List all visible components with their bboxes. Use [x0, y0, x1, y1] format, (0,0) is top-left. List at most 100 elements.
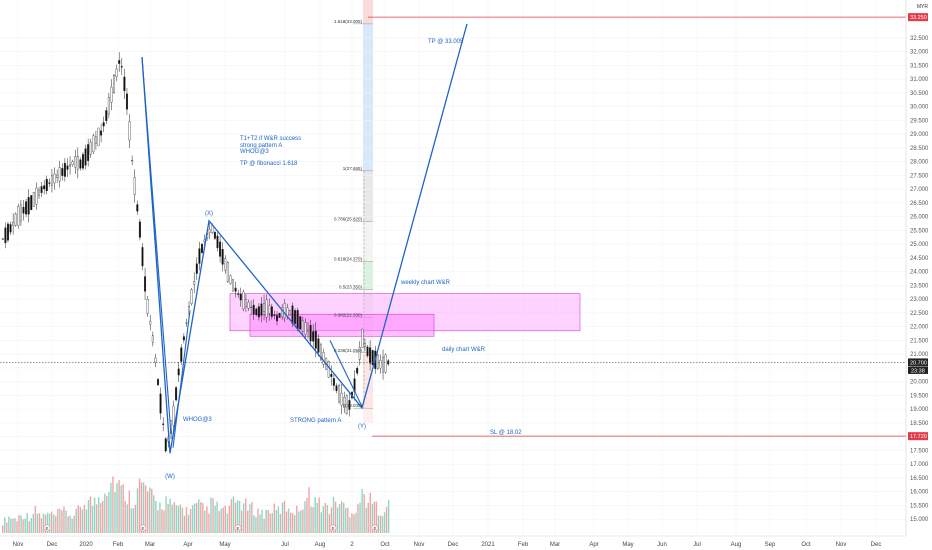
volume-bar	[59, 508, 61, 533]
y-tick-label: 26.000	[910, 215, 929, 221]
candle-body	[247, 302, 250, 309]
volume-bar	[179, 504, 182, 533]
volume-bar	[44, 514, 47, 533]
volume-bar	[185, 507, 188, 533]
candle-body	[255, 308, 258, 315]
volume-bar	[142, 482, 145, 533]
x-tick-label: Sep	[765, 542, 776, 548]
zones-layer	[229, 293, 581, 337]
y-tick-label: 27.000	[910, 187, 929, 193]
volume-bar	[10, 518, 12, 533]
volume-bar	[61, 510, 63, 533]
candle-body	[74, 156, 77, 168]
volume-bar	[175, 505, 177, 533]
volume-bar	[275, 509, 278, 533]
candle-body	[317, 338, 320, 353]
fib-level-label: 0.5(23.350)	[339, 285, 363, 290]
volume-bar	[34, 505, 37, 533]
x-tick-label: Nov	[13, 542, 24, 548]
candle-body	[182, 336, 185, 341]
volume-bar	[273, 503, 275, 533]
volume-bar	[283, 501, 286, 533]
volume-bar	[183, 515, 186, 533]
candle-body	[376, 354, 379, 369]
volume-bar	[359, 502, 361, 533]
note-line: WHOG@3	[240, 149, 269, 155]
volume-bar	[202, 502, 204, 533]
volume-bar	[336, 507, 339, 533]
candle-body	[159, 393, 162, 414]
candle-body	[102, 122, 105, 127]
candle-body	[48, 182, 51, 184]
candle-body	[224, 258, 227, 271]
volume-bar	[302, 509, 304, 533]
volume-bar	[69, 515, 71, 533]
volume-bar	[300, 510, 302, 533]
candle-body	[25, 201, 28, 215]
volume-bar	[2, 525, 4, 533]
volume-bar	[208, 513, 210, 533]
volume-bar	[277, 506, 280, 533]
candle-body	[260, 303, 263, 316]
candle-body	[265, 299, 268, 318]
volume-bar	[269, 513, 271, 533]
volume-bar	[6, 522, 8, 533]
candle-body	[6, 223, 9, 241]
volume-bar	[230, 498, 233, 533]
candle-body	[141, 247, 144, 267]
volume-bar	[351, 513, 353, 533]
volume-bar	[226, 513, 229, 533]
volume-bar	[349, 517, 351, 533]
volume-bar	[259, 514, 261, 533]
candle-body	[66, 165, 69, 170]
candle-body	[136, 204, 139, 212]
volume-bar	[130, 508, 133, 533]
y-tick-label: 32.500	[910, 36, 929, 42]
volume-bar	[245, 498, 247, 533]
candle-body	[304, 322, 307, 335]
countdown-tag	[908, 366, 928, 374]
volume-bar	[32, 513, 35, 533]
volume-bar	[338, 504, 341, 533]
volume-bar	[46, 512, 49, 533]
volume-bar	[189, 508, 192, 533]
candle-body	[35, 187, 38, 205]
candle-body	[358, 347, 361, 360]
volume-bar	[357, 504, 359, 533]
candle-body	[162, 423, 165, 425]
event-marker	[139, 524, 147, 532]
volume-bar	[355, 512, 357, 533]
candle-body	[361, 328, 364, 348]
pattern-leg	[172, 310, 191, 448]
y-tick-label: 16.500	[910, 476, 929, 482]
candle-body	[327, 360, 330, 378]
candle-body	[208, 229, 211, 233]
volume-bar	[216, 501, 218, 533]
y-tick-label: 15.000	[910, 517, 929, 523]
volume-bar	[83, 504, 86, 533]
candle-body	[237, 293, 240, 295]
bottom-price-tag-label: 17.720	[910, 434, 927, 440]
candle-body	[314, 330, 317, 349]
candle-body	[4, 227, 7, 244]
fib-band	[363, 23, 373, 171]
volume-bar	[312, 507, 314, 533]
volume-bar	[316, 502, 318, 533]
w-point-label: (W)	[165, 474, 175, 480]
candle-body	[12, 221, 15, 226]
volume-bar	[171, 504, 173, 533]
volume-bar	[224, 505, 226, 533]
volume-bar	[155, 501, 157, 533]
volume-bar	[377, 515, 380, 533]
candle-body	[17, 206, 20, 226]
x-tick-label: 2021	[481, 542, 495, 548]
volume-bar	[261, 509, 263, 533]
volume-bar	[206, 506, 208, 533]
volume-bar	[340, 501, 343, 533]
volume-bar	[77, 505, 79, 533]
y-tick-label: 29.500	[910, 118, 929, 124]
candle-body	[276, 315, 278, 322]
volume-bar	[253, 514, 255, 533]
candle-body	[263, 303, 266, 312]
